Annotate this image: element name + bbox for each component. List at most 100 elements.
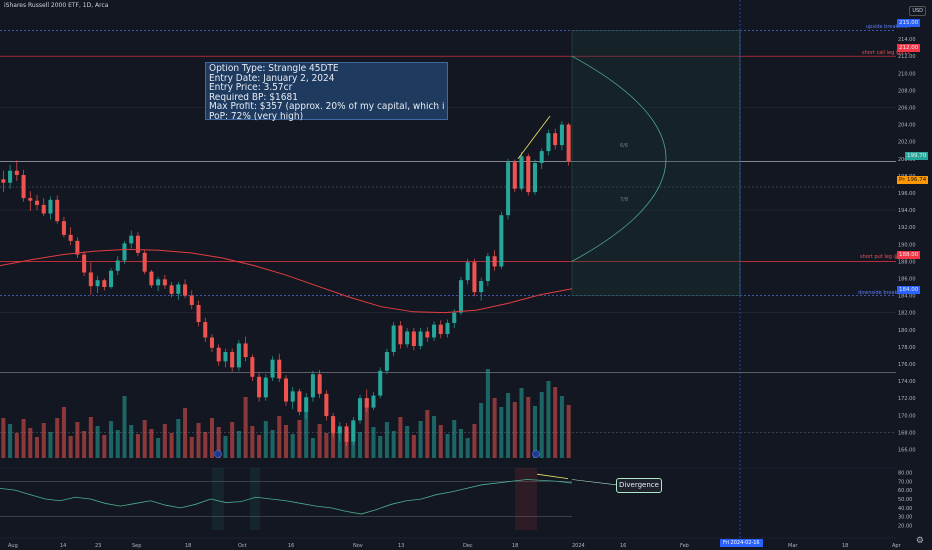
ratio-bottom-label: 7/8 [620, 197, 629, 203]
candle[interactable] [432, 324, 437, 338]
candle[interactable] [169, 285, 174, 294]
candle[interactable] [61, 221, 66, 235]
candle[interactable] [418, 331, 423, 347]
candle[interactable] [88, 272, 93, 287]
event-marker-icon[interactable] [532, 450, 540, 458]
candle[interactable] [277, 359, 282, 379]
candle[interactable] [109, 270, 114, 288]
settings-gear-icon[interactable]: ⚙ [915, 536, 924, 546]
candle[interactable] [324, 393, 329, 417]
candle[interactable] [230, 351, 235, 368]
candle[interactable] [317, 374, 322, 394]
candle[interactable] [21, 175, 26, 199]
candle[interactable] [405, 331, 410, 345]
candle[interactable] [1, 179, 6, 183]
candle[interactable] [351, 420, 356, 442]
candle[interactable] [290, 391, 295, 402]
candle[interactable] [34, 200, 40, 205]
candle[interactable] [526, 156, 531, 193]
candle[interactable] [48, 199, 53, 214]
candle[interactable] [270, 359, 275, 378]
candle[interactable] [55, 199, 60, 222]
event-marker-icon[interactable] [214, 450, 222, 458]
candle[interactable] [223, 351, 228, 362]
candle[interactable] [479, 281, 484, 293]
candle[interactable] [331, 416, 336, 434]
currency-selector[interactable]: USD [909, 6, 926, 16]
candle[interactable] [465, 262, 470, 281]
candle[interactable] [149, 271, 154, 286]
candle[interactable] [519, 156, 524, 189]
divergence-line[interactable] [536, 473, 569, 480]
candle[interactable] [243, 343, 248, 358]
candle[interactable] [398, 325, 403, 345]
candle[interactable] [304, 397, 309, 412]
candle[interactable] [438, 324, 443, 335]
volume-bar [14, 433, 19, 458]
candle[interactable] [512, 162, 517, 189]
candle[interactable] [28, 198, 33, 201]
candle[interactable] [499, 215, 504, 267]
candle[interactable] [216, 347, 221, 362]
probability-box[interactable] [571, 30, 741, 296]
candle[interactable] [546, 133, 551, 152]
candle[interactable] [384, 351, 389, 371]
candle[interactable] [344, 426, 349, 442]
candle[interactable] [183, 284, 188, 296]
candle[interactable] [142, 252, 147, 272]
candle[interactable] [310, 374, 315, 398]
time-axis-label: Oct [238, 543, 247, 549]
candle[interactable] [297, 391, 302, 412]
candle[interactable] [532, 163, 538, 193]
candle[interactable] [425, 331, 430, 338]
candle[interactable] [263, 377, 268, 398]
candle[interactable] [129, 235, 134, 244]
candle[interactable] [559, 124, 564, 146]
candle[interactable] [203, 322, 208, 338]
candle[interactable] [189, 295, 194, 305]
candle[interactable] [472, 262, 477, 293]
candle[interactable] [236, 343, 241, 368]
candle[interactable] [115, 260, 120, 271]
candle[interactable] [553, 133, 558, 146]
candle[interactable] [257, 376, 262, 398]
candle[interactable] [539, 151, 544, 164]
candle[interactable] [209, 337, 214, 348]
candle[interactable] [176, 284, 181, 294]
candle[interactable] [162, 279, 167, 286]
strategy-note[interactable]: Option Type: Strangle 45DTE Entry Date: … [205, 62, 448, 121]
volume-bar [519, 388, 524, 458]
candle[interactable] [14, 170, 19, 176]
volume-bar [209, 418, 214, 458]
candle[interactable] [8, 170, 13, 183]
candle[interactable] [364, 398, 369, 408]
candle[interactable] [445, 322, 450, 335]
candle[interactable] [82, 254, 87, 273]
candle[interactable] [122, 243, 127, 261]
candle[interactable] [68, 234, 73, 241]
candle[interactable] [337, 426, 342, 434]
candle[interactable] [566, 124, 571, 162]
candle[interactable] [75, 240, 80, 255]
candle[interactable] [506, 162, 511, 216]
candle[interactable] [283, 378, 289, 402]
candle[interactable] [458, 280, 463, 313]
candle[interactable] [102, 280, 107, 288]
candle[interactable] [95, 280, 100, 287]
candle[interactable] [135, 235, 140, 253]
candle[interactable] [358, 398, 363, 421]
candle[interactable] [391, 325, 396, 352]
candle[interactable] [378, 370, 383, 396]
candle[interactable] [196, 304, 201, 323]
candle[interactable] [452, 312, 457, 323]
candle[interactable] [41, 204, 46, 214]
candle[interactable] [156, 279, 161, 286]
divergence-annotation[interactable]: Divergence [616, 478, 662, 493]
candle[interactable] [411, 331, 416, 347]
candle[interactable] [485, 256, 490, 282]
candle[interactable] [371, 395, 376, 408]
candle[interactable] [492, 256, 497, 267]
trend-line[interactable] [517, 115, 551, 160]
candle[interactable] [250, 357, 255, 377]
